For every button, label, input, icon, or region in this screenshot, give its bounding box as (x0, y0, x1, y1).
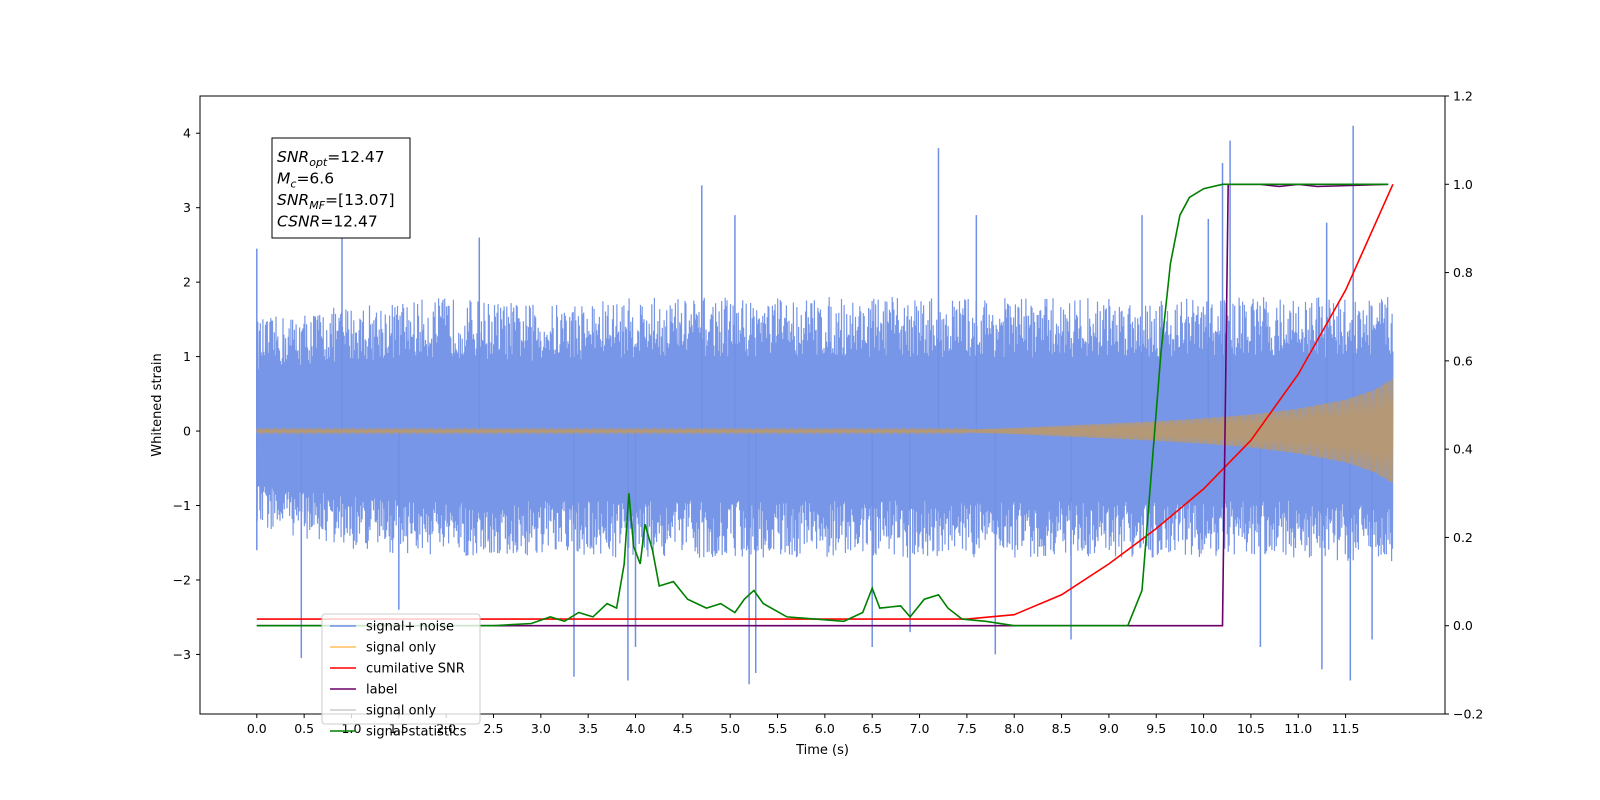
y-left-tick-label: 2 (183, 275, 191, 290)
x-tick-label: 2.5 (484, 721, 504, 736)
y-right-tick-label: 0.4 (1453, 442, 1473, 457)
legend-entry: signal only (330, 641, 436, 656)
info-line: CSNR=12.47 (277, 213, 378, 231)
y-left-tick-label: −1 (173, 498, 191, 513)
y-right-tick-label: 0.2 (1453, 530, 1473, 545)
axes: 0.0 0.5 1.0 1.5 2.0 2.5 3.0 3.5 4.0 4.5 5.0 5.5 6.0 6… (173, 89, 1484, 737)
legend-label: label (366, 683, 397, 698)
x-tick-label: 10.5 (1237, 721, 1265, 736)
y-left-tick-label: −2 (173, 572, 191, 587)
x-tick-label: 5.5 (768, 721, 788, 736)
y-left-tick-label: 0 (183, 424, 191, 439)
x-tick-label: 1.5 (389, 721, 409, 736)
legend-entry: label (330, 683, 397, 698)
y-right-tick-label: 1.2 (1453, 89, 1473, 104)
x-tick-label: 0.0 (247, 721, 267, 736)
y-right-tick-label: −0.2 (1453, 707, 1483, 722)
info-line: Mc=6.6 (277, 170, 334, 191)
info-box-frame (271, 137, 411, 239)
x-tick-label: 6.5 (862, 721, 882, 736)
y-right-tick-label: 0.6 (1453, 353, 1473, 368)
legend: signal+ noise signal only cumilative SNR la… (321, 613, 481, 740)
x-tick-label: 5.0 (720, 721, 740, 736)
y-left-tick-label: 1 (183, 349, 191, 364)
legend-label: cumilative SNR (366, 662, 465, 677)
y-left-tick-label: 4 (183, 126, 191, 141)
x-tick-label: 3.0 (531, 721, 551, 736)
series-signal-statistics-line (256, 183, 1389, 627)
x-tick-label: 2.0 (436, 721, 456, 736)
x-tick-label: 3.5 (578, 721, 598, 736)
y-right-tick-label: 0.8 (1453, 265, 1473, 280)
x-tick-label: 8.0 (1004, 721, 1024, 736)
legend-frame (321, 613, 481, 725)
x-axis-label: Time (s) (795, 743, 849, 758)
y-right-tick-label: 1.0 (1453, 177, 1473, 192)
series-signal-only-line (256, 378, 1394, 483)
plot-area (256, 125, 1394, 685)
x-tick-label: 8.5 (1052, 721, 1072, 736)
x-tick-label: 0.5 (294, 721, 314, 736)
y-right-tick-label: 0.0 (1453, 618, 1473, 633)
x-tick-label: 1.0 (342, 721, 362, 736)
legend-label: signal only (366, 641, 436, 656)
x-tick-label: 6.0 (815, 721, 835, 736)
y-axis-label: Whitened strain (150, 353, 165, 456)
x-tick-label: 9.0 (1099, 721, 1119, 736)
legend-label: signal statistics (366, 725, 467, 740)
legend-label: signal only (366, 704, 436, 719)
legend-entry: signal only (330, 704, 436, 719)
x-tick-label: 9.5 (1146, 721, 1166, 736)
legend-label: signal+ noise (366, 620, 454, 635)
series-label-line (256, 183, 1389, 627)
x-tick-label: 4.5 (673, 721, 693, 736)
x-tick-label: 10.0 (1190, 721, 1218, 736)
legend-entry: signal+ noise (330, 620, 454, 635)
legend-entry: signal statistics (330, 725, 467, 740)
plot-frame (199, 95, 1446, 715)
x-tick-label: 11.5 (1332, 721, 1360, 736)
x-tick-label: 4.0 (626, 721, 646, 736)
info-box: SNRopt=12.47Mc=6.6SNRMF=[13.07]CSNR=12.4… (271, 137, 411, 239)
x-tick-label: 7.5 (957, 721, 977, 736)
info-line: SNRopt=12.47 (277, 148, 385, 169)
legend-entry: cumilative SNR (330, 662, 465, 677)
series-cumulative-snr-line (256, 183, 1394, 620)
x-tick-label: 11.0 (1284, 721, 1312, 736)
info-line: SNRMF=[13.07] (277, 191, 395, 212)
x-tick-label: 7.0 (910, 721, 930, 736)
y-left-tick-label: −3 (173, 647, 191, 662)
y-left-tick-label: 3 (183, 200, 191, 215)
